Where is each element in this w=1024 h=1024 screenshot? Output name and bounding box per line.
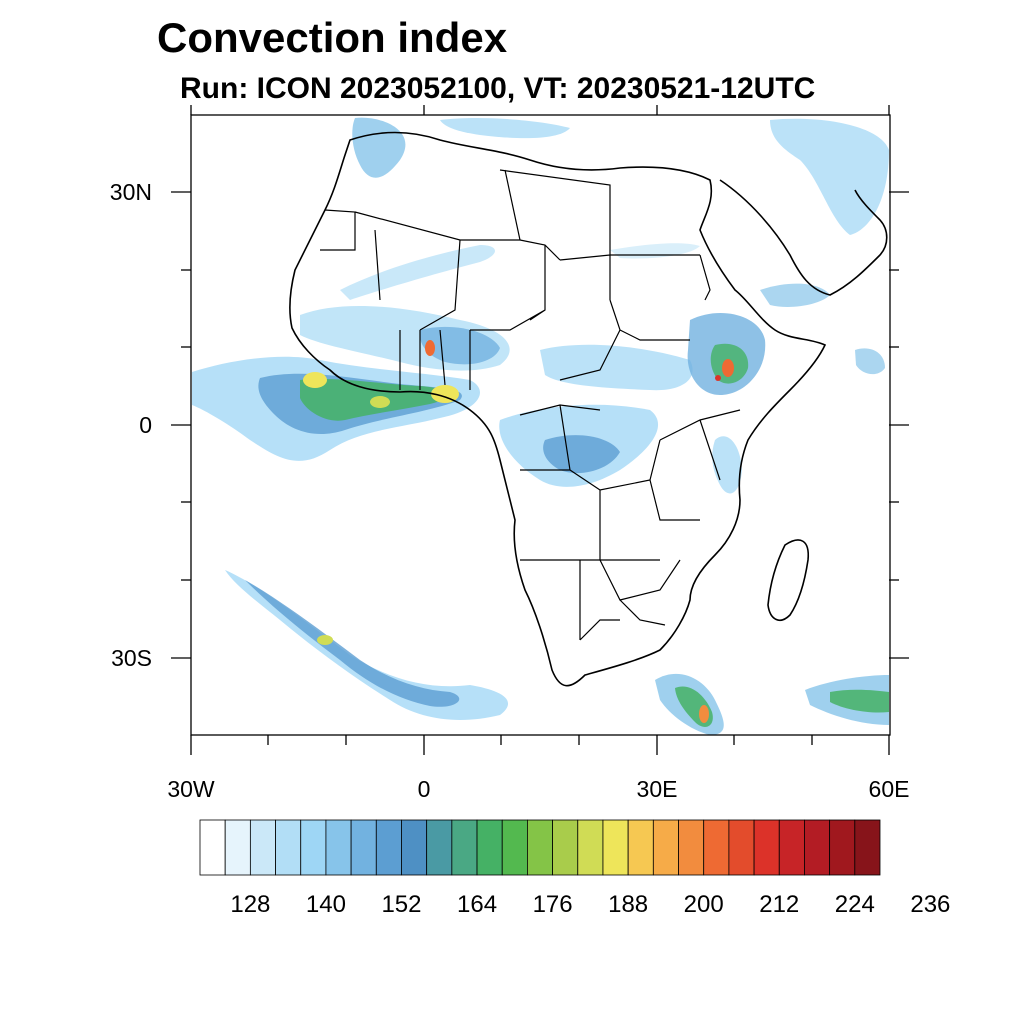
sa-front-hotspot bbox=[699, 705, 709, 723]
sahel-hotspot bbox=[425, 340, 435, 356]
colorbar-swatch bbox=[602, 819, 629, 876]
y-tick-label-30s: 30S bbox=[111, 645, 152, 671]
colorbar-swatch bbox=[350, 819, 377, 876]
colorbar-swatch bbox=[199, 819, 226, 876]
x-tick-label-0: 0 bbox=[418, 776, 431, 802]
sahara-streak bbox=[340, 245, 495, 300]
chart-subtitle: Run: ICON 2023052100, VT: 20230521-12UTC bbox=[180, 72, 816, 105]
colorbar-swatch bbox=[224, 819, 251, 876]
colorbar-swatch bbox=[678, 819, 705, 876]
itcz-hotspot-2 bbox=[431, 385, 459, 403]
colorbar-swatch bbox=[249, 819, 276, 876]
colorbar-swatch bbox=[375, 819, 402, 876]
chart-title: Convection index bbox=[157, 14, 508, 61]
maghreb-field bbox=[352, 117, 406, 178]
colorbar-swatch bbox=[854, 819, 881, 876]
colorbar-label: 176 bbox=[533, 891, 573, 918]
yemen-field bbox=[760, 283, 830, 307]
colorbar: 128 140 152 164 176 188 200 212 224 236 bbox=[199, 819, 950, 918]
colorbar-label: 224 bbox=[835, 891, 875, 918]
colorbar-swatch bbox=[804, 819, 831, 876]
x-tick-label-30e: 30E bbox=[637, 776, 678, 802]
south-atlantic-core bbox=[245, 580, 460, 707]
convection-field bbox=[192, 117, 889, 735]
colorbar-label: 188 bbox=[608, 891, 648, 918]
south-atlantic-front bbox=[225, 570, 509, 720]
east-africa-coast bbox=[712, 436, 742, 494]
colorbar-swatch bbox=[501, 819, 528, 876]
colorbar-label: 236 bbox=[910, 891, 950, 918]
colorbar-swatch bbox=[401, 819, 428, 876]
colorbar-label: 212 bbox=[759, 891, 799, 918]
colorbar-swatch bbox=[577, 819, 604, 876]
colorbar-swatch bbox=[426, 819, 453, 876]
coastlines bbox=[289, 131, 888, 687]
indian-ocean-field bbox=[855, 348, 885, 375]
colorbar-label: 200 bbox=[684, 891, 724, 918]
colorbar-swatch bbox=[652, 819, 679, 876]
colorbar-label: 128 bbox=[230, 891, 270, 918]
itcz-hotspot-3 bbox=[370, 396, 390, 408]
border-lines bbox=[320, 169, 741, 641]
colorbar-swatch bbox=[627, 819, 654, 876]
colorbar-swatch bbox=[552, 819, 579, 876]
colorbar-swatch bbox=[476, 819, 503, 876]
ethiopia-hotspot-2 bbox=[715, 375, 721, 381]
ethiopia-hotspot bbox=[722, 359, 734, 377]
y-tick-label-0: 0 bbox=[139, 412, 152, 438]
axis-ticks bbox=[171, 105, 909, 755]
med-field bbox=[440, 117, 570, 139]
sahel-core bbox=[419, 326, 500, 365]
africa-coastline bbox=[289, 131, 827, 687]
arabia-field bbox=[770, 118, 889, 235]
colorbar-swatch bbox=[300, 819, 327, 876]
sudan-field bbox=[540, 344, 693, 391]
x-tick-label-60e: 60E bbox=[869, 776, 910, 802]
colorbar-swatch bbox=[275, 819, 302, 876]
itcz-hotspot-1 bbox=[303, 372, 327, 388]
south-atlantic-hotspot bbox=[317, 635, 333, 645]
colorbar-swatch bbox=[325, 819, 352, 876]
arabia-coastline bbox=[719, 179, 888, 296]
colorbar-label: 164 bbox=[457, 891, 497, 918]
colorbar-label: 152 bbox=[381, 891, 421, 918]
x-tick-label-30w: 30W bbox=[167, 776, 215, 802]
colorbar-swatch bbox=[728, 819, 755, 876]
south-indian-core bbox=[830, 689, 889, 713]
colorbar-swatch bbox=[753, 819, 780, 876]
colorbar-swatch bbox=[527, 819, 553, 876]
central-core bbox=[543, 435, 620, 474]
colorbar-label: 140 bbox=[306, 891, 346, 918]
egypt-streak bbox=[610, 243, 700, 259]
country-borders bbox=[320, 169, 741, 641]
colorbar-swatch bbox=[451, 819, 478, 876]
colorbar-swatch bbox=[778, 819, 805, 876]
colorbar-swatch bbox=[703, 819, 730, 876]
y-tick-label-30n: 30N bbox=[110, 179, 152, 205]
colorbar-swatch bbox=[829, 819, 856, 876]
madagascar-coastline bbox=[767, 539, 810, 621]
